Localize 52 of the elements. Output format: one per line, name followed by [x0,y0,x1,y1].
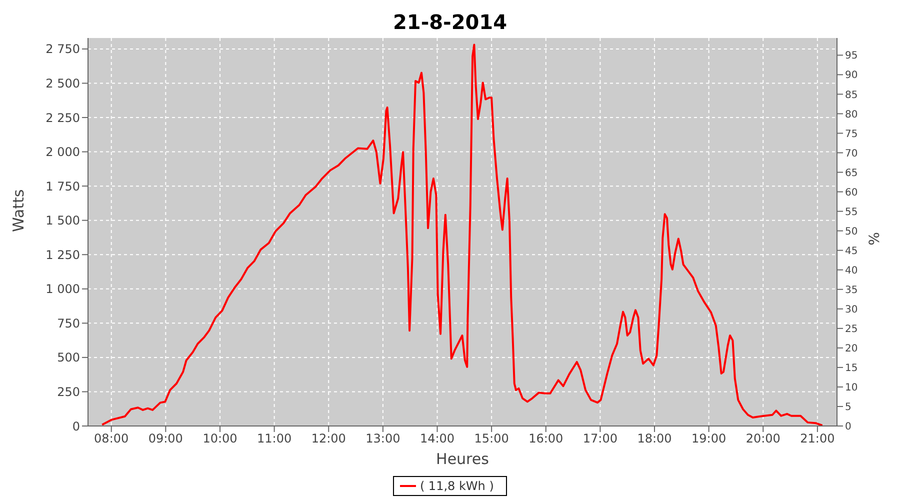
x-tick-label: 10:00 [202,432,238,446]
y2-tick-label: 70 [845,148,858,160]
legend-label: ( 11,8 kWh ) [418,479,494,493]
y-tick-label: 2 500 [46,76,80,91]
line-series [101,44,824,426]
y2-tick-label: 10 [845,382,858,394]
y-tick-label: 1 000 [46,282,80,296]
x-tick-label: 15:00 [474,432,509,446]
x-tick-label: 11:00 [257,432,292,446]
y2-tick-label: 30 [845,304,858,316]
y2-tick-label: 90 [845,70,858,82]
y-tick-label: 250 [57,384,80,399]
y-tick-label: 1 500 [46,214,80,228]
y2-tick-label: 55 [845,206,858,218]
x-tick-label: 16:00 [528,432,564,446]
x-tick-label: 09:00 [148,432,183,446]
y2-axis-title: % [866,232,883,246]
y2-tick-label: 45 [845,246,858,257]
x-tick-label: 14:00 [420,432,455,446]
chart-title: 21-8-2014 [392,9,508,36]
y2-tick-label: 40 [845,265,858,276]
y-tick-label: 2 000 [46,145,80,160]
y2-tick-label: 0 [845,422,852,433]
y2-tick-label: 65 [845,168,858,179]
y-tick-label: 0 [72,419,80,434]
y-tick-label: 750 [57,316,80,330]
y2-tick-label: 50 [845,226,858,238]
y2-tick-label: 85 [845,90,858,101]
x-tick-label: 12:00 [311,432,346,446]
y-axis-title: Watts [9,189,28,232]
y2-tick-label: 60 [845,187,858,198]
x-tick-label: 20:00 [746,432,780,446]
y-tick-label: 1 250 [46,248,80,262]
y-tick-label: 500 [57,350,80,365]
y-tick-label: 1 750 [46,179,80,194]
y2-tick-label: 5 [845,402,852,414]
x-tick-label: 13:00 [366,432,400,446]
y2-tick-label: 20 [845,343,858,354]
y2-tick-label: 25 [845,324,858,335]
x-tick-label: 08:00 [94,432,129,446]
y2-tick-label: 15 [845,363,858,374]
x-tick-label: 21:00 [800,432,835,446]
y-tick-label: 2 750 [46,42,80,56]
y2-tick-label: 35 [845,284,858,296]
y2-tick-label: 75 [845,128,858,140]
x-axis-title: Heures [436,450,490,468]
y2-tick-label: 80 [845,109,858,120]
x-tick-label: 18:00 [637,432,672,446]
y2-tick-label: 95 [845,50,858,62]
y-tick-label: 2 250 [46,110,80,125]
x-tick-label: 17:00 [582,432,618,446]
x-tick-label: 19:00 [692,432,726,446]
